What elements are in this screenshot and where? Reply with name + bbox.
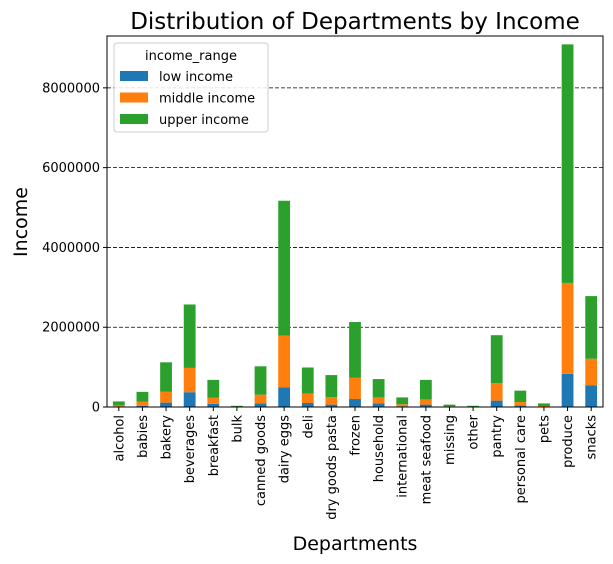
bar-segment <box>112 401 125 406</box>
bar-segment <box>372 379 385 398</box>
legend-label: middle income <box>159 92 255 107</box>
bar-segment <box>207 397 220 404</box>
legend-swatch <box>120 114 148 124</box>
bar-segment <box>136 405 149 407</box>
bar-segment <box>183 392 196 407</box>
bar-segment <box>278 335 291 388</box>
y-axis-title: Income <box>10 187 32 257</box>
y-ticks: 0 2000000 4000000 6000000 8000000 <box>42 81 107 416</box>
x-tick-label: alcohol <box>112 415 127 461</box>
bar-segment <box>443 404 456 407</box>
bar-segment <box>585 385 598 407</box>
legend-label: upper income <box>159 113 249 128</box>
bar-segment <box>585 296 598 359</box>
x-tick-label: breakfast <box>207 415 222 476</box>
bar-segment <box>301 403 314 407</box>
x-tick-label: dairy eggs <box>278 415 293 484</box>
bar-segment <box>278 200 291 336</box>
x-tick-label: beverages <box>183 415 198 484</box>
bar-segment <box>585 358 598 386</box>
bar-segment <box>254 394 267 404</box>
legend-frame <box>113 42 269 133</box>
bar-segment <box>136 401 149 406</box>
x-ticks: alcohol babies bakery beverages breakfast bul… <box>112 407 600 520</box>
x-axis-title: Departments <box>293 533 418 555</box>
bar-segment <box>254 403 267 407</box>
bar-segment <box>514 390 527 403</box>
bar-segment <box>349 399 361 407</box>
legend-title: income_range <box>145 49 237 64</box>
x-tick-label: international <box>396 415 411 498</box>
bar-segment <box>490 400 503 407</box>
x-tick-label: snacks <box>585 415 600 460</box>
chart-title: Distribution of Departments by Income <box>130 9 580 35</box>
legend-swatch <box>120 92 148 103</box>
y-tick-label: 2000000 <box>42 321 100 336</box>
bar-segment <box>183 304 196 368</box>
x-tick-label: meat seafood <box>419 415 434 504</box>
bar-segment <box>396 404 409 407</box>
bar-segment <box>490 383 503 401</box>
bar-segment <box>372 397 385 404</box>
bar-segment <box>467 405 479 407</box>
x-tick-label: bulk <box>230 415 245 443</box>
x-tick-label: bakery <box>160 415 175 460</box>
bar-segment <box>325 404 338 407</box>
bar-segment <box>301 367 314 394</box>
x-tick-label: household <box>372 415 387 482</box>
x-tick-label: produce <box>561 415 576 468</box>
legend-label: low income <box>159 70 233 85</box>
x-tick-label: frozen <box>349 415 364 456</box>
x-tick-label: personal care <box>514 415 529 503</box>
bar-segment <box>207 379 220 398</box>
bar-segment <box>112 405 125 407</box>
bar-segment <box>514 405 527 407</box>
x-tick-label: deli <box>301 415 316 438</box>
y-tick-label: 0 <box>92 401 100 416</box>
bar-segment <box>183 367 196 393</box>
bar-segment <box>490 335 503 384</box>
x-tick-label: missing <box>443 415 458 465</box>
bar-segment <box>372 403 385 407</box>
bar-segment <box>561 44 574 283</box>
bar-segment <box>325 375 338 398</box>
bar-segment <box>419 399 432 405</box>
bar-segment <box>160 402 172 407</box>
bar-segment <box>278 387 291 407</box>
bar-segment <box>325 397 338 405</box>
y-tick-label: 4000000 <box>42 241 100 256</box>
bar-segment <box>514 402 527 406</box>
y-tick-label: 8000000 <box>42 81 100 96</box>
x-tick-label: pets <box>537 415 552 443</box>
x-tick-label: babies <box>136 415 151 458</box>
bar-segment <box>419 379 432 400</box>
legend: income_range low income middle income uppe… <box>113 42 269 133</box>
bar-segment <box>538 406 550 407</box>
bar-segment <box>160 362 172 392</box>
x-tick-label: other <box>467 414 482 449</box>
bar-segment <box>254 366 267 395</box>
bars <box>112 44 598 407</box>
y-tick-label: 6000000 <box>42 161 100 176</box>
x-tick-label: canned goods <box>254 415 269 506</box>
bar-segment <box>349 377 361 400</box>
x-tick-label: pantry <box>490 415 505 458</box>
bar-segment <box>207 403 220 407</box>
bar-segment <box>160 391 172 403</box>
x-tick-label: dry goods pasta <box>325 415 340 520</box>
bar-segment <box>136 391 149 402</box>
bar-segment <box>301 393 314 404</box>
bar-segment <box>396 397 409 405</box>
bar-segment <box>561 373 574 407</box>
bar-segment <box>349 322 361 378</box>
bar-segment <box>231 405 243 407</box>
bar-segment <box>561 282 574 374</box>
bar-segment <box>538 403 550 407</box>
bar-segment <box>419 404 432 407</box>
legend-swatch <box>120 71 148 81</box>
